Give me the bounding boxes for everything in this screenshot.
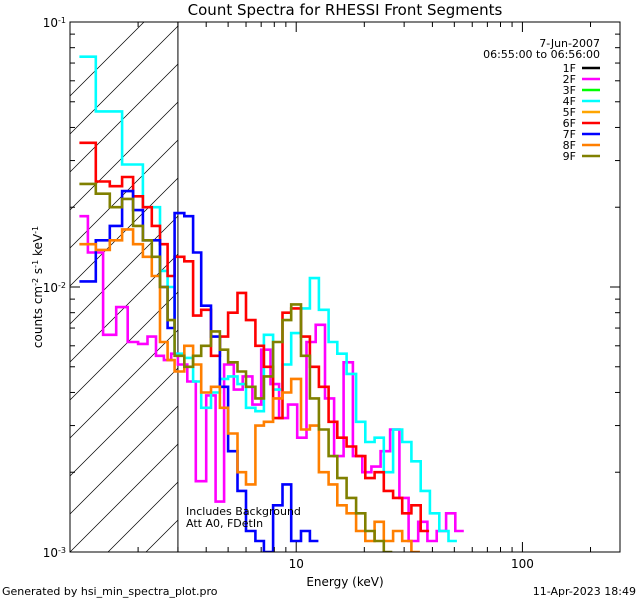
y-tick-label: 10-3: [43, 546, 66, 561]
y-axis-label: counts cm-2 s-1 keV-1: [31, 226, 46, 348]
legend-label-9F: 9F: [563, 150, 576, 163]
timestamp-footer: 11-Apr-2023 18:49: [532, 585, 636, 598]
hatch-line: [70, 22, 259, 211]
x-axis-label: Energy (keV): [306, 575, 383, 589]
legend-label-1F: 1F: [563, 62, 576, 75]
y-label-tail: keV: [31, 233, 45, 260]
axis-ticks: 10 100 10-3 10-2 10-1: [43, 16, 620, 571]
chart-title: Count Spectra for RHESSI Front Segments: [188, 1, 503, 19]
legend-label-7F: 7F: [563, 128, 576, 141]
series-line-6F: [79, 141, 430, 533]
observation-time-range: 06:55:00 to 06:56:00: [483, 48, 600, 61]
legend-label-8F: 8F: [563, 139, 576, 152]
legend-label-4F: 4F: [563, 95, 576, 108]
series-line-9F: [79, 182, 393, 552]
y-label-base: counts cm: [31, 286, 45, 348]
hatch-line: [70, 22, 183, 135]
y-tick-label: 10-1: [43, 16, 66, 31]
y-tick-label: 10-2: [43, 281, 66, 296]
observation-date: 7-Jun-2007: [539, 37, 600, 50]
x-tick-label: 10: [289, 557, 304, 571]
legend-label-5F: 5F: [563, 106, 576, 119]
y-label-exp-2: -1: [31, 260, 40, 268]
series-line-8F: [79, 228, 420, 552]
hatch-line: [70, 22, 221, 173]
series-line-2F: [79, 214, 464, 543]
legend-label-2F: 2F: [563, 73, 576, 86]
background-annotation: Includes Background: [186, 505, 301, 518]
y-label-mid: s: [31, 268, 45, 278]
attenuator-annotation: Att A0, FDetIn: [186, 517, 263, 530]
legend-label-6F: 6F: [563, 117, 576, 130]
generated-by-footer: Generated by hsi_min_spectra_plot.pro: [2, 585, 218, 598]
x-tick-label: 100: [511, 557, 534, 571]
series-layer: [79, 55, 464, 552]
y-label-exp-3: -1: [31, 226, 40, 234]
y-label-exp-1: -2: [31, 278, 40, 286]
legend-label-3F: 3F: [563, 84, 576, 97]
